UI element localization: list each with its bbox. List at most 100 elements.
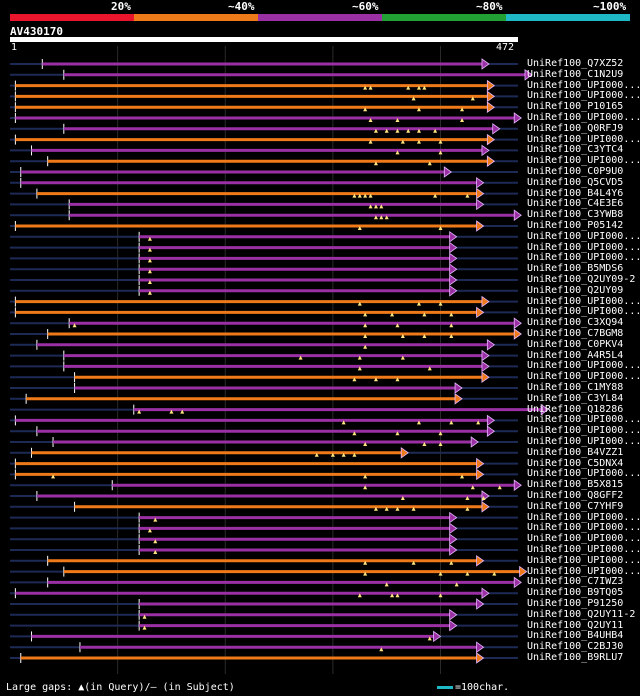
hit-arrow — [481, 501, 490, 513]
hit-label[interactable]: UniRef100_C4E3E6 — [527, 198, 624, 210]
hit-label[interactable]: UniRef100_UPI000... — [527, 241, 640, 253]
hit-label[interactable]: UniRef100_B5MDS6 — [527, 263, 624, 275]
gap-marker — [373, 215, 378, 220]
hit-label[interactable]: UniRef100_B9TQ05 — [527, 587, 624, 599]
gap-marker — [395, 128, 400, 133]
hit-arrow — [476, 187, 485, 200]
hit-label[interactable]: UniRef100_Q2UY11 — [527, 619, 624, 631]
gap-marker — [395, 377, 400, 382]
hit-label[interactable]: UniRef100_Q2UY09-2 — [527, 274, 636, 285]
hit-label[interactable]: UniRef100_Q5CVD5 — [527, 176, 624, 188]
hit-label[interactable]: UniRef100_UPI000... — [527, 306, 640, 318]
gap-marker — [352, 193, 357, 198]
hit-label[interactable]: UniRef100_P10165 — [527, 101, 624, 113]
hit-label[interactable]: UniRef100_B4L4Y6 — [527, 187, 624, 199]
hit-label[interactable]: UniRef100_UPI000... — [527, 436, 640, 447]
gap-marker — [72, 323, 77, 328]
hit-label[interactable]: UniRef100_C5DNX4 — [527, 457, 624, 469]
hit-label[interactable]: UniRef100_C1MY88 — [527, 382, 624, 393]
hit-label[interactable]: UniRef100_UPI000... — [527, 155, 640, 167]
hit-label[interactable]: UniRef100_UPI000... — [527, 533, 640, 545]
hit-label[interactable]: UniRef100_UPI000... — [527, 544, 640, 555]
gap-marker — [373, 128, 378, 133]
hit-arrow — [486, 101, 496, 113]
gap-marker — [460, 118, 465, 122]
hit-arrow — [481, 360, 490, 373]
hit-arrow — [476, 306, 485, 319]
gap-marker — [352, 431, 357, 436]
band-segment — [506, 14, 630, 21]
hit-arrow — [449, 609, 458, 621]
gap-marker — [373, 161, 378, 166]
query-bar — [10, 37, 518, 42]
hit-label[interactable]: UniRef100_UPI000... — [527, 371, 640, 383]
hit-label[interactable]: UniRef100_B4UHB4 — [527, 630, 624, 642]
gap-marker — [368, 204, 373, 209]
hit-label[interactable]: UniRef100_C7IWZ3 — [527, 576, 624, 588]
hit-label[interactable]: UniRef100_Q7XZ52 — [527, 58, 624, 69]
hit-label[interactable]: UniRef100_A4R5L4 — [527, 349, 624, 361]
hit-label[interactable]: UniRef100_UPI000... — [527, 554, 640, 566]
hit-label[interactable]: UniRef100_UPI000... — [527, 230, 640, 242]
hit-label[interactable]: UniRef100_UPI000... — [527, 133, 640, 145]
gap-marker — [470, 485, 475, 490]
gap-marker — [492, 571, 497, 576]
hit-label[interactable]: UniRef100_P05142 — [527, 220, 624, 231]
hit-label[interactable]: UniRef100_UPI000... — [527, 360, 640, 372]
gap-marker — [384, 582, 389, 587]
hit-arrow — [449, 533, 458, 545]
gap-marker — [357, 366, 362, 371]
gap-marker — [416, 420, 421, 425]
hit-label[interactable]: UniRef100_Q0RFJ9 — [527, 122, 624, 134]
hit-arrow — [481, 349, 490, 362]
hit-label[interactable]: UniRef100_C7YHF9 — [527, 500, 624, 512]
gap-marker — [384, 128, 389, 133]
hit-label[interactable]: UniRef100_B5X815 — [527, 479, 624, 491]
hit-label[interactable]: UniRef100_Q2UY11-2 — [527, 608, 636, 620]
hit-label[interactable]: UniRef100_C3YWB8 — [527, 209, 624, 221]
hit-label[interactable]: UniRef100_C3YTC4 — [527, 144, 624, 156]
hit-label[interactable]: UniRef100_B4VZZ1 — [527, 446, 624, 458]
hit-label[interactable]: UniRef100_UPI000... — [527, 565, 640, 577]
hit-label[interactable]: UniRef100_C0P9U0 — [527, 166, 624, 177]
gap-marker — [357, 226, 362, 230]
hit-label[interactable]: UniRef100_UPI000... — [527, 90, 640, 102]
hit-label[interactable]: UniRef100_UPI000... — [527, 511, 640, 523]
hit-label[interactable]: UniRef100_Q8GFF2 — [527, 490, 624, 501]
hit-label[interactable]: UniRef100_UPI000... — [527, 79, 640, 91]
gap-marker — [449, 420, 454, 425]
hit-arrow — [449, 619, 458, 632]
hit-label[interactable]: UniRef100_UPI000... — [527, 112, 640, 123]
hit-label[interactable]: UniRef100_C7BGM8 — [527, 328, 624, 339]
hit-arrow — [486, 90, 496, 103]
hit-label[interactable]: UniRef100_C3XQ94 — [527, 317, 624, 329]
hit-label[interactable]: UniRef100_C0PKV4 — [527, 338, 624, 350]
hit-label[interactable]: UniRef100_UPI000... — [527, 425, 640, 437]
hit-label[interactable]: UniRef100_C1N2U9 — [527, 68, 624, 80]
hit-label[interactable]: UniRef100_Q18286 — [527, 403, 624, 415]
gap-marker — [433, 193, 438, 198]
hit-arrow — [454, 393, 463, 405]
hit-label[interactable]: UniRef100_UPI000... — [527, 522, 640, 534]
hit-arrow — [481, 58, 490, 70]
gap-marker — [422, 334, 427, 338]
gap-marker — [438, 571, 443, 576]
hit-label[interactable]: UniRef100_UPI000... — [527, 468, 640, 480]
hit-arrow — [400, 447, 409, 459]
gap-marker — [368, 139, 373, 144]
hit-label[interactable]: UniRef100_P91250 — [527, 598, 624, 609]
gap-marker — [147, 247, 152, 252]
gap-marker — [400, 355, 405, 360]
gap-marker — [379, 647, 384, 652]
hit-label[interactable]: UniRef100_UPI000... — [527, 414, 640, 426]
hit-label[interactable]: UniRef100_UPI000... — [527, 295, 640, 307]
gap-marker — [395, 506, 400, 511]
hit-arrow — [443, 166, 452, 178]
hit-arrow — [486, 414, 496, 427]
gap-marker — [438, 150, 443, 155]
hit-label[interactable]: UniRef100_Q2UY09 — [527, 284, 624, 296]
hit-label[interactable]: UniRef100_UPI000... — [527, 252, 640, 264]
hit-label[interactable]: UniRef100_B9RLU7 — [527, 652, 624, 663]
hit-label[interactable]: UniRef100_C3YL84 — [527, 392, 624, 404]
hit-label[interactable]: UniRef100_C2BJ30 — [527, 641, 624, 653]
